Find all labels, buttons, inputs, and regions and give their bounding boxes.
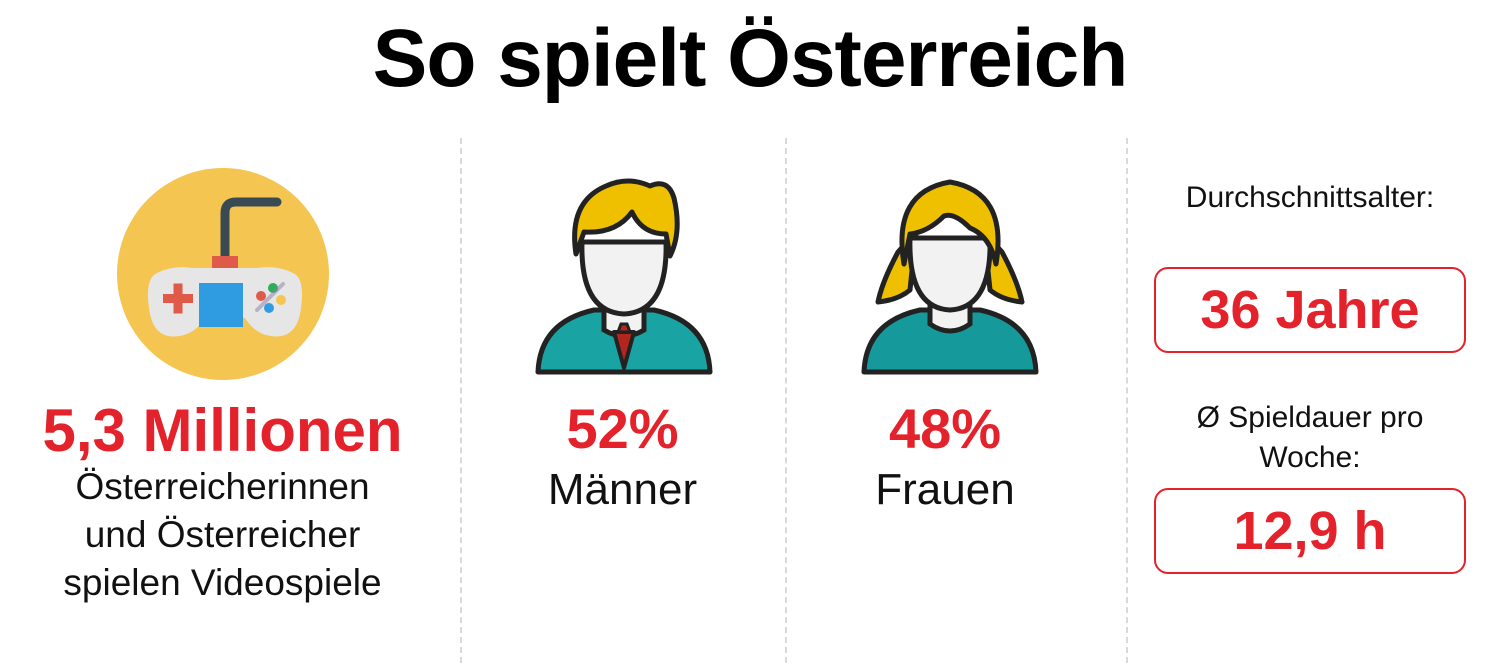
play-time-label-line-2: Woche: [1259,441,1361,474]
average-age-label: Durchschnittsalter: [1185,181,1435,214]
woman-avatar-icon [861,179,1039,375]
players-description-line-3: spielen Videospiele [63,562,382,603]
column-divider [1126,138,1128,663]
column-divider [785,138,787,663]
play-time-label-line-1: Ø Spieldauer pro [1196,401,1424,434]
players-description-line-1: Österreicherinnen [75,466,370,507]
women-label: Frauen [875,465,1015,514]
game-controller-icon [117,168,329,380]
column-divider [460,138,462,663]
players-count: 5,3 Millionen [42,397,403,464]
page-title: So spielt Österreich [372,13,1129,104]
men-percent: 52% [566,397,679,460]
average-age-value: 36 Jahre [1154,267,1466,353]
women-percent: 48% [888,397,1002,460]
man-avatar-icon [535,178,713,375]
play-time-value: 12,9 h [1154,488,1466,574]
men-label: Männer [547,465,698,514]
players-description-line-2: und Österreicher [84,514,361,555]
